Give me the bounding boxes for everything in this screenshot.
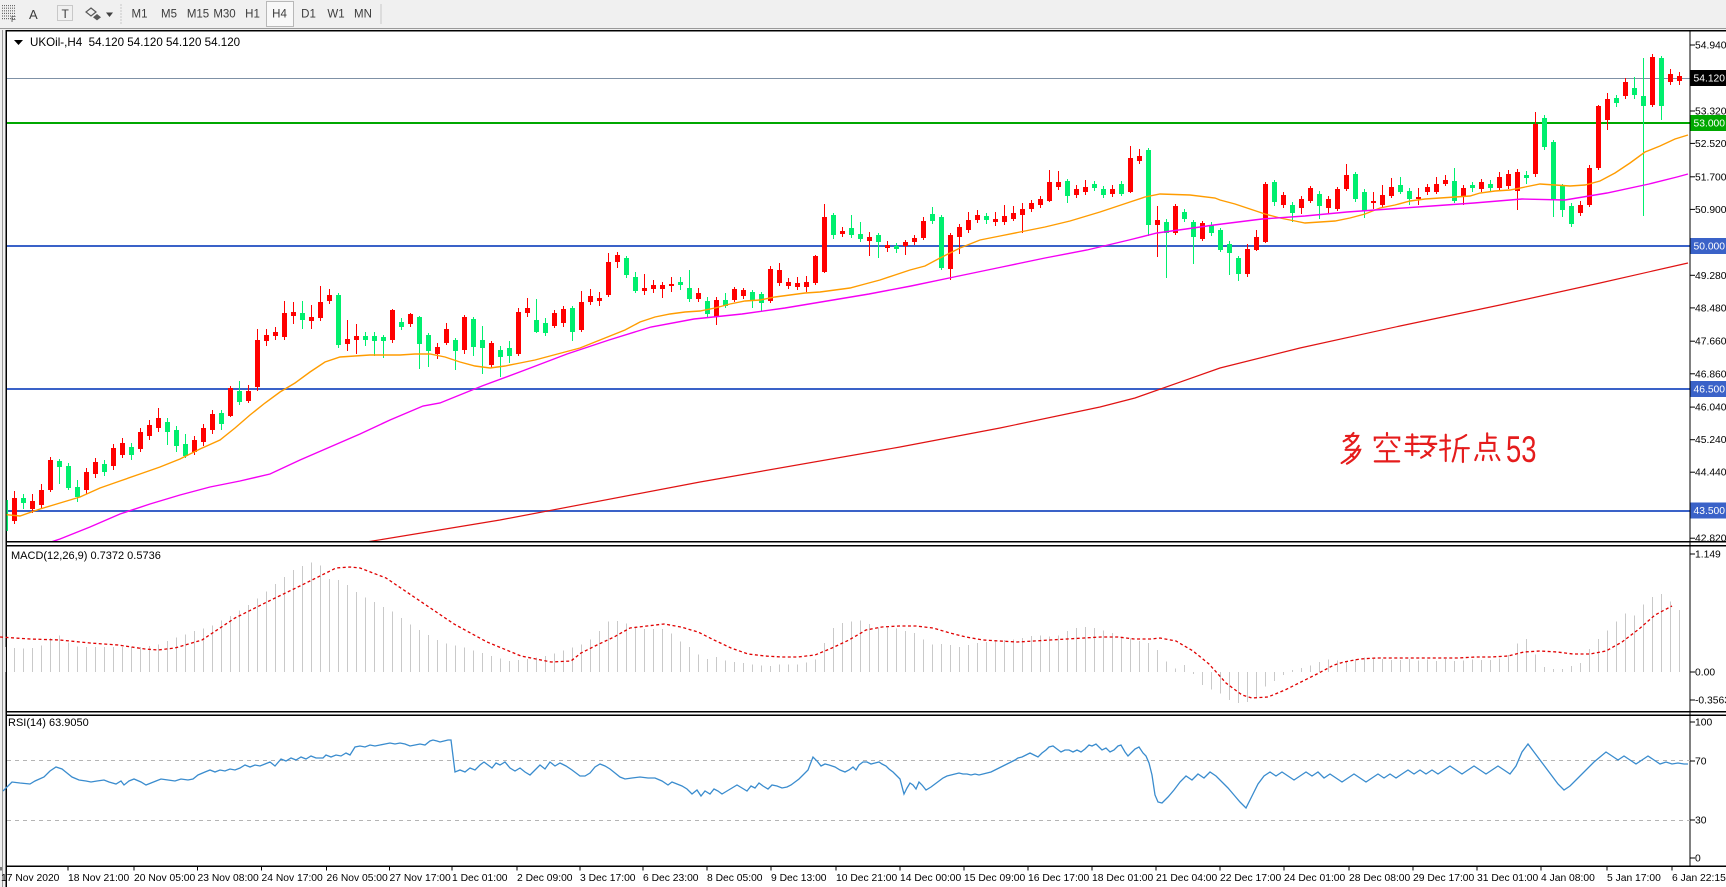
svg-text:16 Dec 17:00: 16 Dec 17:00 (1028, 873, 1090, 884)
svg-text:47.660: 47.660 (1695, 337, 1726, 348)
svg-text:48.480: 48.480 (1695, 303, 1726, 314)
svg-text:22 Dec 17:00: 22 Dec 17:00 (1220, 873, 1282, 884)
svg-text:0: 0 (1695, 854, 1701, 865)
svg-text:18 Nov 21:00: 18 Nov 21:00 (68, 873, 130, 884)
svg-text:17 Nov 2020: 17 Nov 2020 (1, 873, 60, 884)
svg-text:T: T (62, 7, 70, 21)
svg-text:23 Nov 08:00: 23 Nov 08:00 (198, 873, 260, 884)
svg-text:45.240: 45.240 (1695, 435, 1726, 446)
svg-text:31 Dec 01:00: 31 Dec 01:00 (1477, 873, 1539, 884)
svg-text:30: 30 (1695, 816, 1707, 827)
svg-text:53.000: 53.000 (1694, 119, 1726, 130)
svg-text:4 Jan 08:00: 4 Jan 08:00 (1541, 873, 1595, 884)
svg-text:100: 100 (1695, 718, 1712, 729)
svg-text:28 Dec 08:00: 28 Dec 08:00 (1349, 873, 1411, 884)
svg-text:24 Dec 01:00: 24 Dec 01:00 (1284, 873, 1346, 884)
svg-text:42.820: 42.820 (1695, 534, 1726, 545)
svg-text:6 Jan 22:15: 6 Jan 22:15 (1672, 873, 1726, 884)
svg-text:6 Dec 23:00: 6 Dec 23:00 (643, 873, 699, 884)
svg-text:D1: D1 (301, 9, 316, 21)
svg-text:1.149: 1.149 (1695, 550, 1721, 561)
svg-text:MACD(12,26,9) 0.7372 0.5736: MACD(12,26,9) 0.7372 0.5736 (11, 550, 161, 562)
svg-text:3 Dec 17:00: 3 Dec 17:00 (580, 873, 636, 884)
svg-text:1 Dec 01:00: 1 Dec 01:00 (452, 873, 508, 884)
svg-text:53.320: 53.320 (1695, 107, 1726, 118)
svg-text:46.040: 46.040 (1695, 403, 1726, 414)
svg-text:UKOil-,H4 54.120 54.120 54.12: UKOil-,H4 54.120 54.120 54.120 54.120 (30, 36, 240, 49)
svg-text:M1: M1 (132, 9, 148, 21)
svg-text:-0.3563: -0.3563 (1695, 696, 1726, 707)
svg-text:2 Dec 09:00: 2 Dec 09:00 (517, 873, 573, 884)
svg-text:5 Jan 17:00: 5 Jan 17:00 (1607, 873, 1661, 884)
svg-text:F: F (11, 15, 16, 24)
svg-text:29 Dec 17:00: 29 Dec 17:00 (1413, 873, 1475, 884)
svg-text:0.00: 0.00 (1695, 668, 1715, 679)
svg-text:50.000: 50.000 (1694, 242, 1726, 253)
svg-text:46.500: 46.500 (1694, 385, 1726, 396)
svg-text:44.440: 44.440 (1695, 468, 1726, 479)
svg-text:20 Nov 05:00: 20 Nov 05:00 (134, 873, 196, 884)
svg-text:MN: MN (354, 9, 372, 21)
svg-text:M30: M30 (213, 9, 235, 21)
svg-text:46.860: 46.860 (1695, 369, 1726, 380)
svg-text:18 Dec 01:00: 18 Dec 01:00 (1092, 873, 1154, 884)
svg-text:H1: H1 (245, 9, 260, 21)
svg-text:43.500: 43.500 (1694, 506, 1726, 517)
svg-text:54.940: 54.940 (1695, 41, 1726, 52)
svg-text:53: 53 (1506, 429, 1536, 470)
svg-text:51.700: 51.700 (1695, 172, 1726, 183)
svg-text:10 Dec 21:00: 10 Dec 21:00 (836, 873, 898, 884)
svg-text:M5: M5 (161, 9, 177, 21)
svg-text:M15: M15 (187, 9, 209, 21)
svg-text:14 Dec 00:00: 14 Dec 00:00 (900, 873, 962, 884)
svg-text:70: 70 (1695, 757, 1707, 768)
svg-text:8 Dec 05:00: 8 Dec 05:00 (707, 873, 763, 884)
svg-text:15 Dec 09:00: 15 Dec 09:00 (964, 873, 1026, 884)
svg-text:24 Nov 17:00: 24 Nov 17:00 (262, 873, 324, 884)
svg-text:9 Dec 13:00: 9 Dec 13:00 (771, 873, 827, 884)
svg-text:49.280: 49.280 (1695, 271, 1726, 282)
svg-text:26 Nov 05:00: 26 Nov 05:00 (327, 873, 389, 884)
svg-text:H4: H4 (272, 9, 287, 21)
svg-text:52.520: 52.520 (1695, 139, 1726, 150)
svg-text:27 Nov 17:00: 27 Nov 17:00 (390, 873, 452, 884)
svg-text:50.900: 50.900 (1695, 205, 1726, 216)
svg-text:RSI(14) 63.9050: RSI(14) 63.9050 (8, 717, 89, 729)
svg-text:21 Dec 04:00: 21 Dec 04:00 (1156, 873, 1218, 884)
svg-text:W1: W1 (327, 9, 344, 21)
svg-text:54.120: 54.120 (1694, 74, 1726, 85)
svg-text:A: A (29, 7, 38, 22)
